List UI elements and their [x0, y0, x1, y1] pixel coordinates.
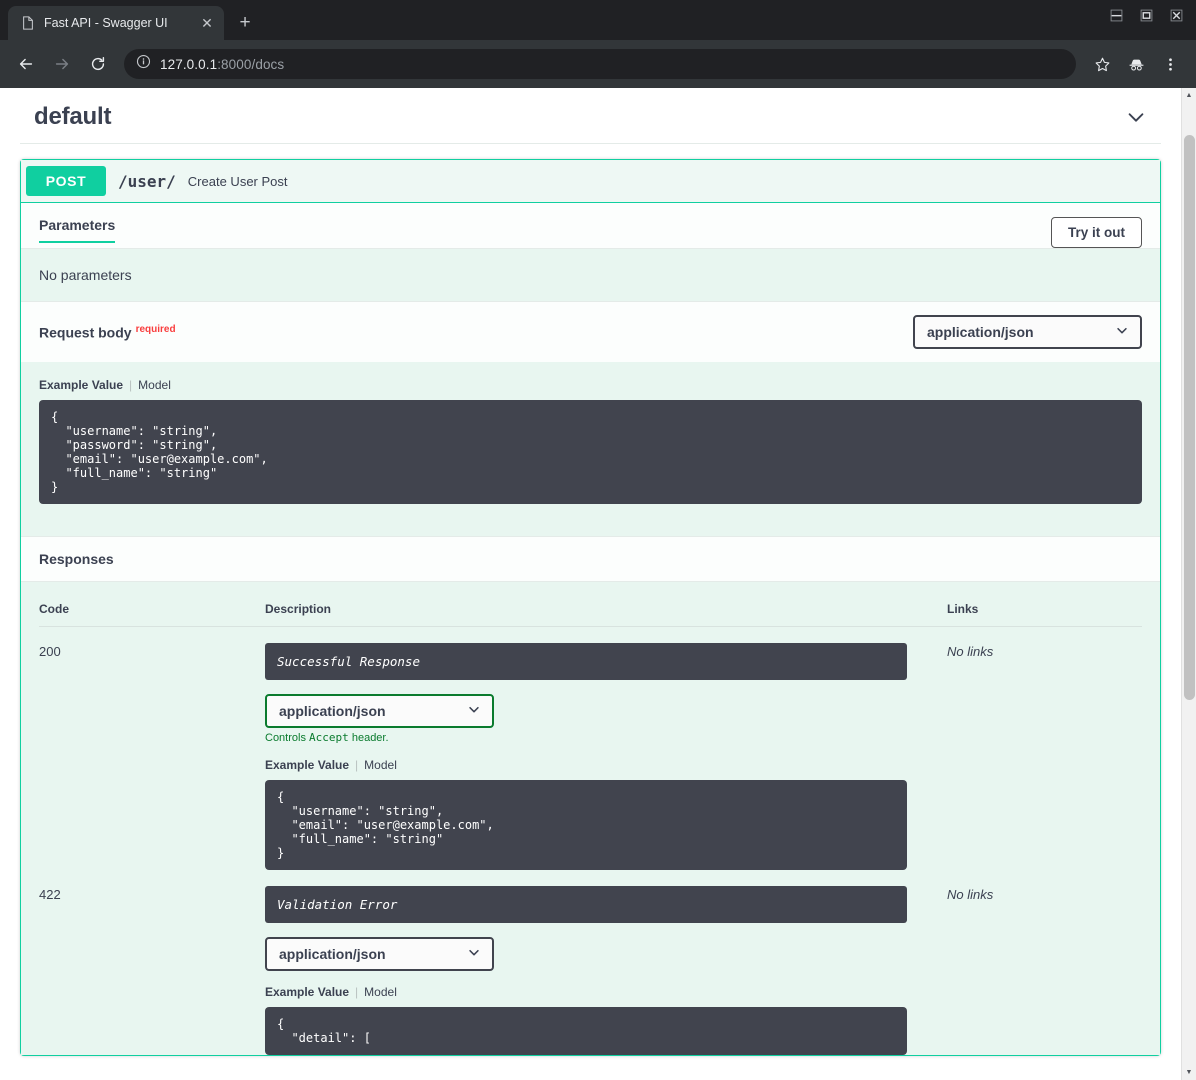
incognito-icon[interactable] — [1120, 48, 1152, 80]
browser-toolbar: 127.0.0.1:8000/docs — [0, 40, 1196, 88]
chevron-down-icon — [467, 703, 481, 720]
operation-summary-text: Create User Post — [187, 173, 288, 189]
url-path: :8000/docs — [217, 56, 285, 72]
column-header-links: Links — [947, 602, 1142, 628]
response-description-cell: Successful Response application/json — [265, 627, 947, 871]
response-content-type-select-422[interactable]: application/json — [265, 937, 494, 972]
responses-title: Responses — [21, 536, 1160, 583]
request-content-type-value: application/json — [927, 324, 1034, 340]
response-description: Successful Response — [265, 643, 907, 681]
tab-model[interactable]: Model — [364, 985, 397, 1000]
accept-header-note: Controls Accept header. — [265, 731, 947, 744]
tab-model[interactable]: Model — [138, 378, 171, 392]
chevron-down-icon — [1115, 324, 1129, 341]
response-example-tabs-422: Example Value | Model — [265, 985, 397, 1000]
toolbar-right — [1086, 48, 1186, 80]
arrow-left-icon[interactable] — [10, 48, 42, 80]
parameters-title: Parameters — [39, 217, 116, 243]
response-links-cell: No links — [947, 627, 1142, 871]
chevron-down-icon — [467, 946, 481, 963]
response-content-type-select-200[interactable]: application/json — [265, 694, 494, 729]
required-badge: required — [135, 323, 176, 335]
url-host: 127.0.0.1 — [160, 56, 218, 72]
page-scrollbar[interactable]: ▲ ▼ — [1181, 88, 1196, 1080]
response-example-wrap-422: { "detail": [ — [265, 1007, 907, 1056]
http-method-badge: POST — [26, 166, 106, 196]
page-viewport: default POST /user/ Create User Post — [0, 88, 1196, 1080]
chevron-down-icon[interactable] — [1121, 102, 1151, 132]
request-content-type-select[interactable]: application/json — [913, 315, 1142, 349]
response-code-cell: 200 — [39, 627, 265, 871]
new-tab-button[interactable]: + — [239, 12, 251, 33]
response-links-cell: No links — [947, 870, 1142, 1055]
request-body-title: Request body — [39, 324, 132, 341]
response-example-tabs-200: Example Value | Model — [265, 758, 397, 773]
caret-up-icon[interactable]: ▲ — [1185, 92, 1193, 99]
tab-example-value[interactable]: Example Value — [39, 378, 124, 392]
divider — [21, 248, 1160, 249]
response-example-code-200: { "username": "string", "email": "user@e… — [265, 780, 907, 871]
window-controls — [1102, 4, 1190, 26]
tab-strip: Fast API - Swagger UI ✕ + — [0, 0, 1196, 40]
accept-note-prefix: Controls — [265, 732, 310, 745]
responses-body: Code Description Links — [21, 582, 1160, 1056]
try-it-out-button[interactable]: Try it out — [1051, 217, 1142, 248]
response-content-type-value: application/json — [279, 946, 386, 963]
responses-table-header: Code Description Links — [39, 602, 1142, 628]
reload-icon[interactable] — [82, 48, 114, 80]
response-example-code-422: { "detail": [ — [265, 1007, 907, 1056]
operation-path: /user/ — [118, 171, 176, 191]
tab-title: Fast API - Swagger UI — [44, 16, 168, 30]
request-example-zone: Example Value | Model { "username": "strin… — [21, 362, 1160, 537]
response-description: Validation Error — [265, 886, 907, 924]
three-dots-menu-icon[interactable] — [1154, 48, 1186, 80]
tag-section-default: default POST /user/ Create User Post — [20, 88, 1161, 1057]
operation-block-post-user: POST /user/ Create User Post Parameters … — [20, 159, 1161, 1057]
response-code-cell: 422 — [39, 870, 265, 1055]
no-parameters-text: No parameters — [21, 249, 1160, 301]
swagger-ui-page: default POST /user/ Create User Post — [0, 88, 1181, 1080]
maximize-icon[interactable] — [1132, 4, 1160, 26]
accept-note-suffix: header. — [348, 732, 389, 745]
request-body-label: Request body required — [39, 324, 176, 341]
document-icon — [20, 15, 36, 31]
caret-down-icon[interactable]: ▼ — [1185, 1069, 1193, 1076]
table-row: 200 Successful Response application/json — [39, 627, 1142, 871]
minimize-icon[interactable] — [1102, 4, 1130, 26]
request-example-tabs: Example Value | Model — [39, 378, 171, 392]
request-example-code: { "username": "string", "password": "str… — [39, 400, 1142, 505]
tab-close-icon[interactable]: ✕ — [201, 14, 213, 31]
tab-model[interactable]: Model — [364, 758, 397, 773]
address-bar[interactable]: 127.0.0.1:8000/docs — [124, 49, 1076, 79]
no-links-text: No links — [947, 887, 994, 903]
response-code: 200 — [39, 644, 61, 660]
address-bar-url: 127.0.0.1:8000/docs — [160, 57, 284, 72]
tab-example-value[interactable]: Example Value — [265, 758, 350, 773]
star-icon[interactable] — [1086, 48, 1118, 80]
responses-table: Code Description Links — [39, 602, 1142, 1056]
accept-note-code: Accept — [309, 731, 349, 745]
request-body-header: Request body required application/json — [21, 301, 1160, 362]
scrollbar-thumb[interactable] — [1184, 135, 1195, 700]
tag-header[interactable]: default — [20, 102, 1161, 144]
window-close-icon[interactable] — [1162, 4, 1190, 26]
arrow-right-icon[interactable] — [46, 48, 78, 80]
info-circle-icon[interactable] — [136, 54, 151, 74]
response-example-wrap-200: { "username": "string", "email": "user@e… — [265, 780, 907, 871]
tab-example-value[interactable]: Example Value — [265, 985, 350, 1000]
column-header-description: Description — [265, 602, 947, 628]
response-code: 422 — [39, 887, 61, 903]
tag-name: default — [34, 103, 112, 130]
table-row: 422 Validation Error application/json — [39, 870, 1142, 1056]
operation-body: Parameters Try it out No parameters Requ… — [21, 203, 1160, 1056]
column-header-code: Code — [39, 602, 265, 628]
response-description-cell: Validation Error application/json — [265, 870, 947, 1056]
browser-tab[interactable]: Fast API - Swagger UI ✕ — [8, 6, 224, 40]
parameters-header: Parameters Try it out — [21, 203, 1160, 248]
no-links-text: No links — [947, 644, 994, 660]
operation-summary[interactable]: POST /user/ Create User Post — [21, 160, 1160, 203]
response-content-type-value: application/json — [279, 703, 386, 720]
